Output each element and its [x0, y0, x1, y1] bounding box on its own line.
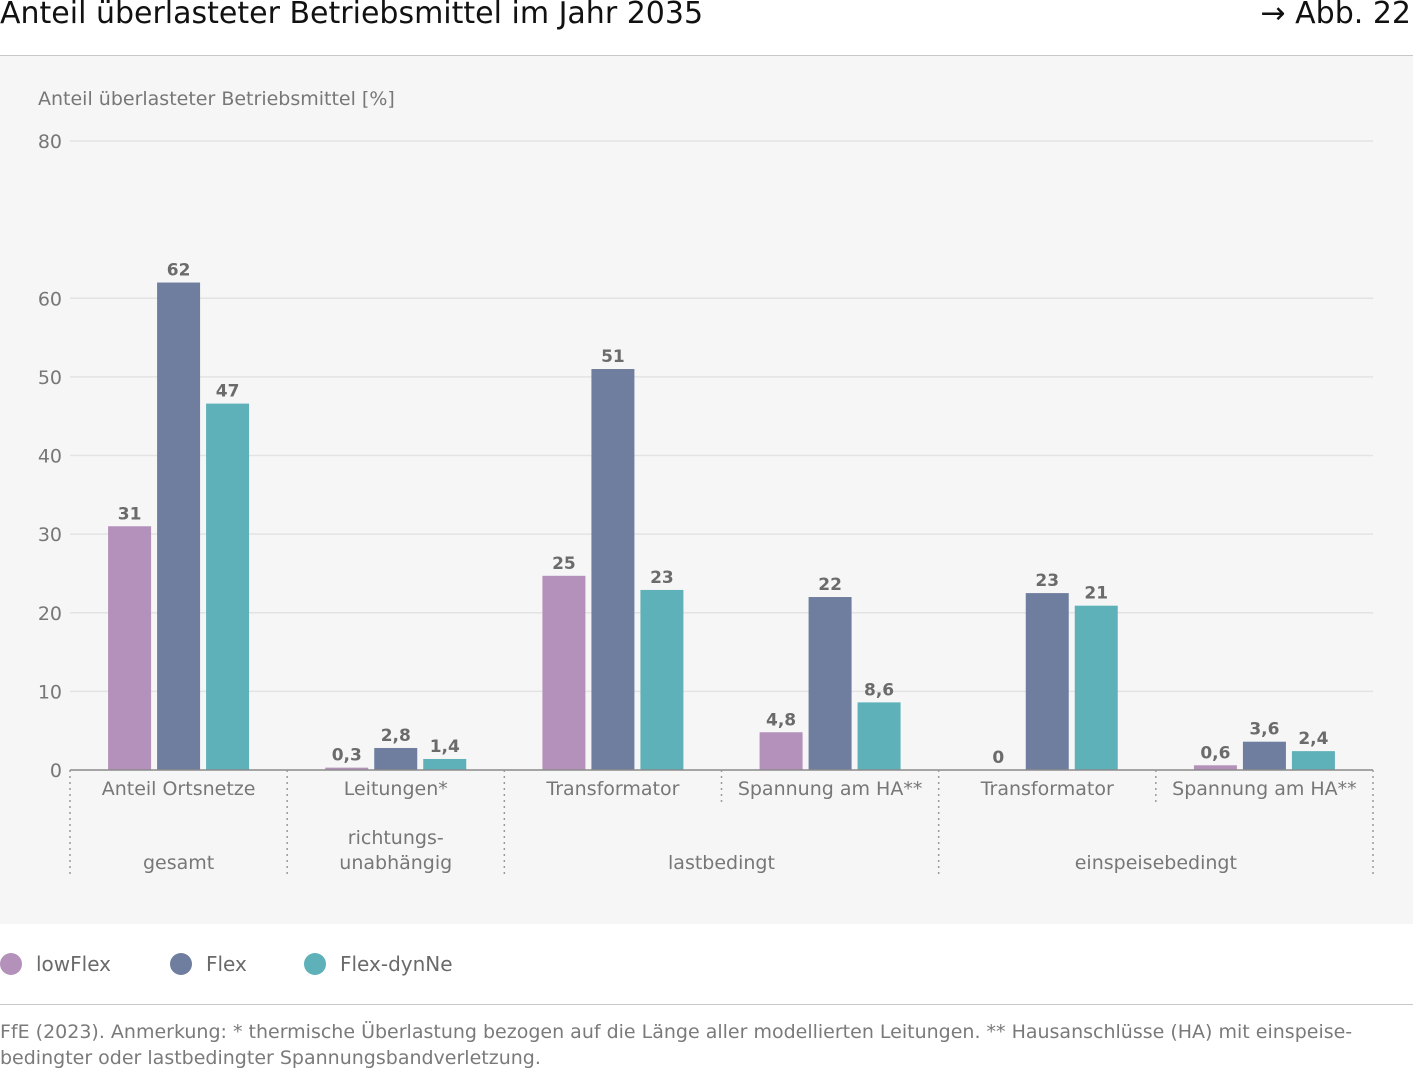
- bar: [108, 526, 152, 770]
- footer-divider: [0, 1004, 1413, 1005]
- bar-value-label: 3,6: [1249, 720, 1279, 740]
- bar: [1025, 593, 1069, 770]
- bar-value-label: 2,4: [1298, 729, 1328, 749]
- bar-value-label: 0: [992, 748, 1004, 768]
- legend-swatch-flex: [170, 953, 192, 975]
- x-group-label-line: einspeisebedingt: [1075, 852, 1237, 874]
- bar: [206, 403, 250, 770]
- bar: [1291, 751, 1335, 770]
- y-tick-label: 80: [38, 131, 62, 153]
- y-tick-label: 60: [38, 288, 62, 310]
- bar: [808, 597, 852, 770]
- x-category-label: Anteil Ortsnetze: [102, 778, 256, 800]
- bar: [1242, 741, 1286, 770]
- bar-value-label: 4,8: [766, 710, 796, 730]
- y-tick-label: 50: [38, 367, 62, 389]
- bar: [1193, 765, 1237, 770]
- y-tick-label: 30: [38, 524, 62, 546]
- bar: [640, 589, 684, 770]
- bar-value-label: 31: [118, 504, 142, 524]
- legend: lowFlex Flex Flex-dynNe: [0, 944, 1413, 984]
- bar: [542, 575, 586, 770]
- x-category-label: Transformator: [980, 778, 1114, 800]
- legend-item-flex-dynne: Flex-dynNe: [304, 944, 453, 984]
- x-group-label: gesamt: [143, 852, 214, 874]
- legend-label-lowflex: lowFlex: [36, 952, 111, 976]
- y-tick-label: 40: [38, 446, 62, 468]
- bar-value-label: 51: [601, 347, 625, 367]
- x-group-label-line: lastbedingt: [668, 852, 775, 874]
- legend-label-flex: Flex: [206, 952, 247, 976]
- bar-value-label: 25: [552, 554, 576, 574]
- y-tick-label: 0: [50, 760, 62, 782]
- x-group-label-line: unabhängig: [339, 852, 452, 874]
- x-group-label: richtungs-unabhängig: [339, 827, 452, 874]
- figure-reference[interactable]: → Abb. 22: [1260, 0, 1411, 31]
- bar: [759, 732, 803, 770]
- bar-value-label: 0,3: [332, 746, 362, 766]
- y-tick-label: 10: [38, 681, 62, 703]
- bar: [591, 369, 635, 770]
- bar-value-label: 23: [1035, 571, 1059, 591]
- x-category-label: Spannung am HA**: [1172, 778, 1357, 800]
- bar-value-label: 8,6: [864, 680, 894, 700]
- bar-value-label: 47: [216, 382, 240, 402]
- x-category-label: Leitungen*: [344, 778, 448, 800]
- legend-swatch-flex-dynne: [304, 953, 326, 975]
- bar: [1074, 605, 1118, 770]
- legend-label-flex-dynne: Flex-dynNe: [340, 952, 453, 976]
- legend-swatch-lowflex: [0, 953, 22, 975]
- bar-value-label: 2,8: [381, 726, 411, 746]
- source-note: FfE (2023). Anmerkung: * thermische Über…: [0, 1021, 1353, 1069]
- x-group-label-line: gesamt: [143, 852, 214, 874]
- bar-value-label: 62: [167, 261, 191, 281]
- chart-title: Anteil überlasteter Betriebsmittel im Ja…: [0, 0, 704, 31]
- x-category-label: Spannung am HA**: [738, 778, 923, 800]
- bar-value-label: 1,4: [430, 737, 460, 757]
- bar-value-label: 21: [1084, 584, 1108, 604]
- x-group-label: einspeisebedingt: [1075, 852, 1237, 874]
- bar: [157, 282, 201, 770]
- title-row: Anteil überlasteter Betriebsmittel im Ja…: [0, 0, 1413, 40]
- x-category-label: Transformator: [545, 778, 679, 800]
- header-divider: [0, 55, 1413, 56]
- x-group-label: lastbedingt: [668, 852, 775, 874]
- legend-item-lowflex: lowFlex: [0, 944, 111, 984]
- bar: [325, 767, 369, 770]
- bar: [374, 747, 418, 770]
- bar: [857, 702, 901, 770]
- bar-value-label: 22: [818, 575, 842, 595]
- y-axis-label: Anteil überlasteter Betriebsmittel [%]: [38, 88, 395, 110]
- x-group-label-line: richtungs-: [348, 827, 444, 849]
- bar-chart: Anteil überlasteter Betriebsmittel [%] 0 1…: [38, 88, 1374, 874]
- chart-panel: Anteil überlasteter Betriebsmittel [%] 0 1…: [0, 56, 1413, 924]
- bar-value-label: 0,6: [1200, 743, 1230, 763]
- y-tick-label: 20: [38, 603, 62, 625]
- bar: [423, 758, 467, 770]
- legend-item-flex: Flex: [170, 944, 247, 984]
- bar-value-label: 23: [650, 568, 674, 588]
